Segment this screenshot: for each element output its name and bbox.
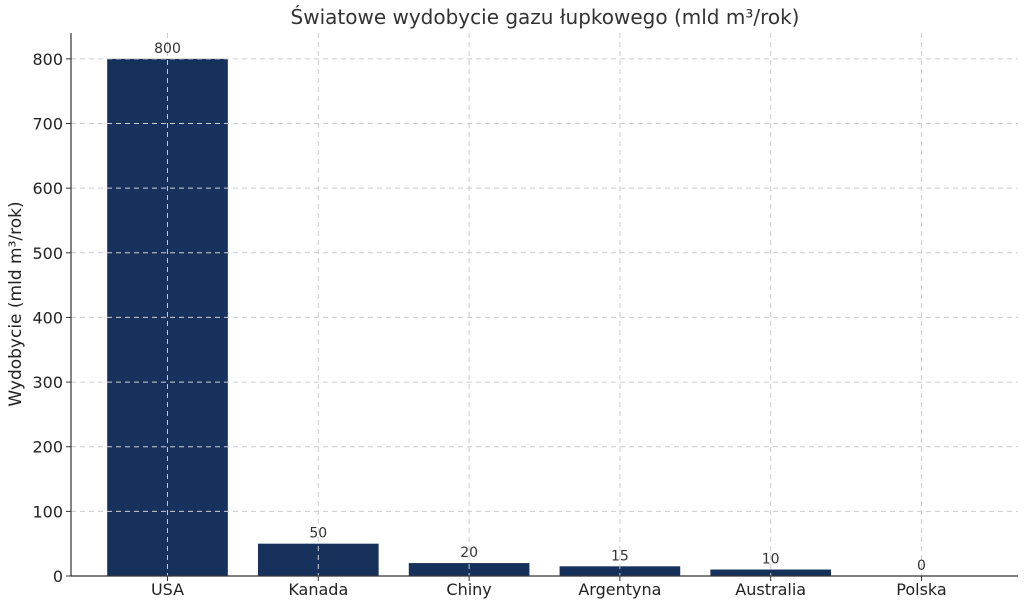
x-tick-label-chiny: Chiny <box>446 580 491 599</box>
x-tick-label-kanada: Kanada <box>288 580 348 599</box>
x-tick-label-argentyna: Argentyna <box>578 580 661 599</box>
bar-chiny <box>408 563 530 576</box>
data-label-usa: 800 <box>154 41 181 57</box>
chart-title: Światowe wydobycie gazu łupkowego (mld m… <box>291 5 800 29</box>
data-label-kanada: 50 <box>309 526 327 542</box>
y-tick-label: 400 <box>32 308 63 327</box>
y-tick-label: 200 <box>32 438 63 457</box>
data-label-argentyna: 15 <box>611 548 629 564</box>
y-axis-label: Wydobycie (mld m³/rok) <box>6 201 26 406</box>
y-tick-label: 800 <box>32 50 63 69</box>
bar-argentyna <box>559 566 681 576</box>
y-tick-label: 700 <box>32 115 63 134</box>
y-tick-label: 0 <box>53 567 63 586</box>
y-tick-label: 100 <box>32 502 63 521</box>
bar-australia <box>710 569 832 576</box>
data-label-chiny: 20 <box>460 545 478 561</box>
data-label-polska: 0 <box>917 558 926 574</box>
data-labels-layer: 800 50 20 15 10 0 <box>154 41 926 574</box>
x-tick-label-usa: USA <box>151 580 184 599</box>
y-tick-label: 300 <box>32 373 63 392</box>
x-tick-label-australia: Australia <box>735 580 806 599</box>
y-tick-label: 500 <box>32 244 63 263</box>
data-label-australia: 10 <box>762 552 780 568</box>
y-tick-label: 600 <box>32 179 63 198</box>
x-tick-label-polska: Polska <box>896 580 946 599</box>
